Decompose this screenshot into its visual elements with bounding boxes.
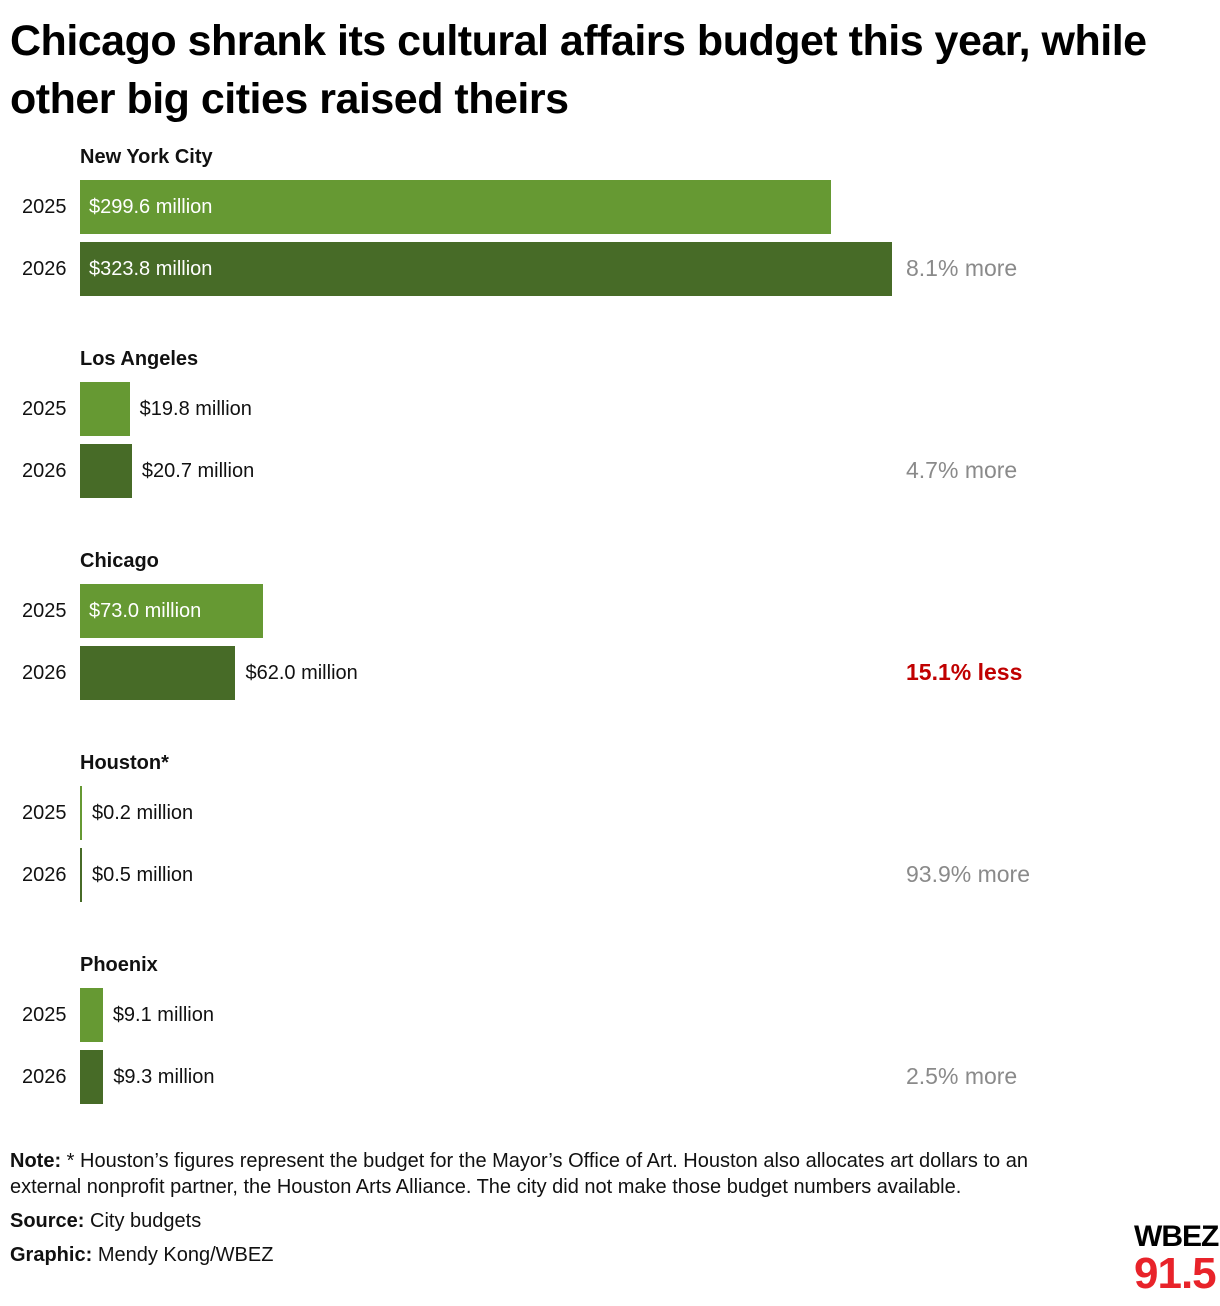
chart-title: Chicago shrank its cultural affairs budg… [10,17,1147,123]
bar [80,786,82,840]
bar [80,180,832,234]
year-label: 2025 [22,802,67,824]
bar [80,1050,104,1104]
change-label: 2.5% more [906,1063,1018,1089]
city-name: New York City [80,146,213,168]
change-label: 93.9% more [906,861,1031,887]
change-label: 15.1% less [906,659,1023,685]
year-label: 2025 [22,196,67,218]
chart-notes: Note: * Houston’s figures represent the … [10,1148,1090,1276]
city-name: Phoenix [80,954,158,976]
city-name: Chicago [80,550,159,572]
bar [80,382,130,436]
year-label: 2026 [22,1066,67,1088]
bar [80,646,236,700]
note: Note: * Houston’s figures represent the … [10,1148,1090,1200]
logo-wordmark: WBEZ [1134,1220,1219,1253]
city-name: Los Angeles [80,348,199,370]
city-name: Houston* [80,752,169,774]
year-label: 2026 [22,864,67,886]
year-label: 2026 [22,662,67,684]
bar-value-label: $73.0 million [89,600,202,622]
wbez-logo: WBEZ 91.5 [1134,1220,1219,1298]
graphic-label: Graphic: [10,1244,93,1266]
logo-frequency: 91.5 [1134,1249,1217,1298]
note-label: Note: [10,1150,62,1172]
bar-value-label: $0.5 million [92,864,194,886]
year-label: 2025 [22,1004,67,1026]
bar [80,242,892,296]
bar-value-label: $19.8 million [139,398,252,420]
change-label: 8.1% more [906,255,1018,281]
bar-value-label: $299.6 million [89,196,213,218]
credit: Graphic: Mendy Kong/WBEZ [10,1242,1090,1268]
source: Source: City budgets [10,1208,1090,1234]
year-label: 2025 [22,398,67,420]
bar-value-label: $323.8 million [89,258,213,280]
bar-value-label: $62.0 million [245,662,358,684]
bar-value-label: $0.2 million [92,802,194,824]
graphic-text: Mendy Kong/WBEZ [97,1244,274,1266]
year-label: 2026 [22,258,67,280]
change-label: 4.7% more [906,457,1018,483]
bar [80,848,82,902]
source-text: City budgets [90,1210,202,1232]
year-label: 2026 [22,460,67,482]
year-label: 2025 [22,600,67,622]
bar [80,584,264,638]
bar-value-label: $9.1 million [112,1004,214,1026]
source-label: Source: [10,1210,85,1232]
bar [80,444,132,498]
note-text: * Houston’s figures represent the budget… [10,1150,1028,1198]
bar-value-label: $20.7 million [141,460,255,482]
bar-value-label: $9.3 million [113,1066,215,1088]
bar [80,988,103,1042]
bar-chart: New York City 2025 $299.6 million 2026 $323.… [0,140,1220,1120]
